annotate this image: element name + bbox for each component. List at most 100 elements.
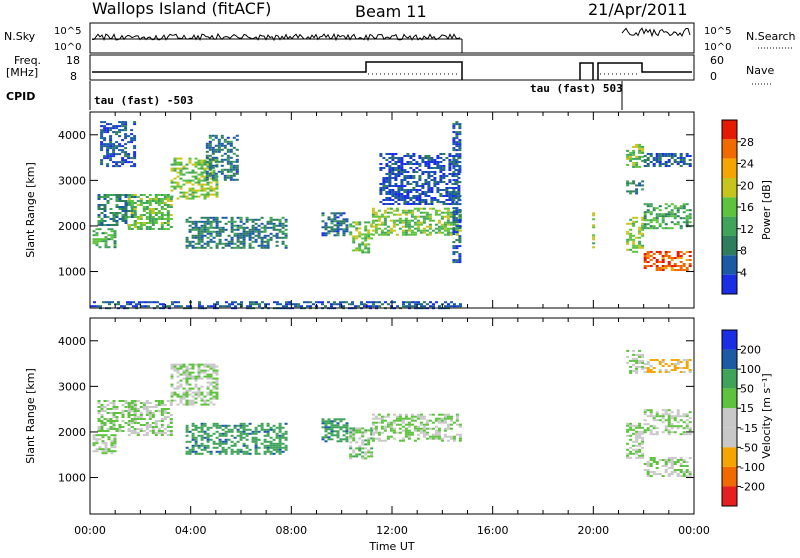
velocity-cell — [419, 427, 423, 430]
velocity-cell — [352, 455, 356, 458]
power-cell — [254, 238, 258, 241]
power-cell — [433, 181, 437, 183]
power-cell — [403, 199, 407, 201]
velocity-cell — [148, 412, 152, 414]
power-cell — [452, 189, 456, 192]
power-cell — [333, 303, 336, 306]
power-cell — [635, 236, 639, 239]
velocity-cell — [664, 461, 668, 463]
velocity-cell — [676, 473, 680, 475]
velocity-cell — [416, 417, 420, 420]
velocity-cell — [419, 423, 423, 426]
velocity-cell — [434, 419, 438, 422]
power-cell — [185, 191, 189, 194]
power-cell — [148, 218, 152, 220]
power-cell — [448, 159, 452, 161]
power-cell — [673, 217, 677, 220]
power-cell — [162, 303, 165, 306]
power-cell — [632, 161, 636, 164]
power-cell — [385, 173, 389, 175]
power-cell — [229, 170, 233, 173]
power-cell — [324, 228, 328, 231]
velocity-cell — [121, 414, 125, 416]
power-cell — [148, 214, 152, 216]
velocity-cell — [136, 418, 140, 420]
velocity-cell — [410, 417, 414, 420]
freq-right-tick-bottom: 0 — [710, 70, 717, 83]
velocity-cell — [142, 402, 146, 404]
power-cell — [215, 222, 219, 225]
power-cell — [676, 255, 680, 257]
power-cell — [160, 228, 164, 230]
velocity-cell — [212, 446, 216, 449]
power-cell — [103, 206, 107, 208]
velocity-cell — [263, 452, 267, 455]
velocity-cell — [349, 453, 353, 456]
velocity-cell — [284, 446, 288, 449]
power-cell — [226, 150, 230, 153]
velocity-cell — [209, 438, 213, 441]
nave-label: Nave — [746, 64, 774, 77]
power-cell — [103, 127, 107, 130]
power-cell — [385, 197, 389, 199]
velocity-cell — [260, 428, 264, 431]
velocity-cell — [136, 428, 140, 430]
power-cell — [124, 159, 128, 162]
velocity-cell — [673, 463, 677, 465]
velocity-cell — [248, 428, 252, 431]
power-cell — [115, 212, 119, 214]
power-cell — [194, 163, 198, 166]
power-cell — [446, 211, 450, 214]
power-cell — [130, 208, 134, 210]
power-cell — [206, 191, 210, 194]
power-cell — [391, 153, 395, 155]
velocity-cell — [160, 402, 164, 404]
velocity-cell — [395, 419, 399, 422]
velocity-cell — [242, 452, 246, 455]
power-cell — [661, 265, 665, 267]
power-cell — [157, 216, 161, 218]
power-cell — [124, 151, 128, 154]
velocity-cell — [355, 427, 359, 430]
velocity-cell — [206, 399, 210, 402]
power-cell — [405, 301, 408, 304]
velocity-cell — [133, 414, 137, 416]
power-cell — [188, 228, 192, 231]
velocity-cell — [449, 417, 453, 420]
velocity-cell — [272, 430, 276, 433]
power-cell — [242, 246, 246, 249]
power-cell — [209, 157, 213, 160]
power-cell — [248, 236, 252, 239]
power-cell — [452, 193, 456, 196]
power-cell — [406, 181, 410, 183]
power-cell — [458, 257, 462, 260]
power-cell — [124, 220, 128, 222]
velocity-cell — [361, 427, 365, 430]
power-cell — [685, 219, 689, 222]
velocity-cell — [646, 475, 650, 477]
power-cell — [220, 160, 224, 163]
velocity-cell — [209, 452, 213, 455]
velocity-cell — [688, 359, 692, 361]
power-cell — [133, 151, 137, 154]
power-cell — [104, 236, 108, 239]
power-cell — [103, 210, 107, 212]
power-cell — [369, 301, 372, 304]
power-cell — [407, 221, 411, 224]
velocity-cell — [670, 473, 674, 475]
velocity-cell — [104, 434, 108, 437]
power-cell — [406, 203, 410, 205]
velocity-cell — [389, 421, 393, 424]
power-cell — [626, 157, 630, 160]
power-cell — [643, 203, 647, 206]
velocity-cell — [242, 432, 246, 435]
power-cell — [188, 179, 192, 182]
power-cell — [439, 201, 443, 203]
power-cell — [148, 228, 152, 230]
power-cell — [115, 196, 119, 198]
power-cell — [163, 196, 167, 198]
power-cell — [452, 125, 456, 128]
velocity-cell — [242, 430, 246, 433]
power-cell — [236, 224, 240, 227]
power-cell — [96, 305, 99, 308]
